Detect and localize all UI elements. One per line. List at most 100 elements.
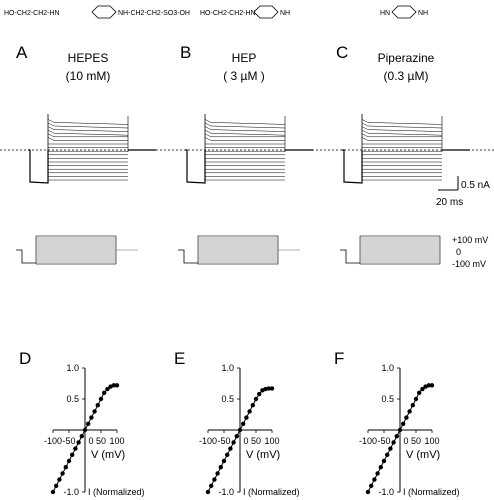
- iv-plot-d: -100 -50 0 50 100 1.0 0.5 -1.0 V (mV) I (Normaliz…: [19, 349, 145, 497]
- data-point: [385, 452, 390, 457]
- iv-plot-e: -100 -50 0 50 100 1.0 0.5 -1.0 V (mV) I (Normaliz…: [174, 349, 300, 497]
- current-trace: [47, 133, 128, 138]
- data-point: [404, 415, 409, 420]
- data-point: [225, 452, 230, 457]
- data-point: [244, 415, 249, 420]
- y-tick-label: 0.5: [381, 394, 394, 404]
- current-trace: [361, 137, 442, 141]
- x-tick-label: -50: [62, 436, 75, 446]
- voltage-protocol-c: [340, 235, 441, 265]
- y-tick-label: 1.0: [66, 363, 79, 373]
- prepulse-step: [16, 249, 36, 264]
- current-trace: [47, 129, 129, 136]
- current-trace: [361, 133, 442, 138]
- data-point: [429, 383, 435, 388]
- data-point: [369, 483, 374, 488]
- current-trace: [204, 119, 286, 125]
- current-trace: [204, 137, 285, 141]
- prepulse-trace: [185, 149, 206, 184]
- structure-hepes: HO-CH2-CH2-HN NH-CH2-CH2-SO3-OH: [4, 5, 190, 19]
- x-tick-label: 50: [411, 436, 421, 446]
- panel-letter-b: B: [180, 43, 191, 62]
- data-point: [381, 458, 387, 464]
- data-point: [269, 386, 275, 391]
- panel-letter: E: [174, 349, 185, 368]
- data-point: [394, 434, 399, 439]
- current-trace: [47, 119, 129, 125]
- data-point: [57, 477, 62, 482]
- voltage-label-mid: 0: [456, 247, 461, 257]
- panel-letter: F: [334, 349, 344, 368]
- data-point: [397, 427, 403, 433]
- current-trace: [361, 119, 443, 125]
- panel-a-conc: (10 mM): [66, 69, 111, 83]
- structure-pip-left: HN: [380, 10, 390, 17]
- ring-icon: [91, 5, 117, 19]
- data-point: [114, 383, 120, 388]
- data-point: [86, 421, 91, 426]
- data-point: [111, 383, 117, 388]
- current-trace: [47, 126, 129, 132]
- prepulse-trace: [28, 149, 49, 184]
- ring-icon: [391, 5, 417, 19]
- y-tick-label: 1.0: [221, 363, 234, 373]
- prepulse-step: [340, 249, 360, 264]
- data-point: [413, 396, 419, 402]
- panel-b-conc: ( 3 µM ): [223, 69, 265, 83]
- x-axis-label: V (mV): [246, 449, 280, 461]
- x-tick-label: -50: [217, 436, 230, 446]
- current-trace: [204, 122, 286, 129]
- voltage-protocol-b: [178, 235, 300, 265]
- data-point: [426, 383, 431, 388]
- data-point: [73, 446, 78, 451]
- y-tick-label: 1.0: [381, 363, 394, 373]
- data-point: [391, 440, 396, 445]
- x-tick-label: 100: [424, 436, 439, 446]
- data-point: [50, 489, 56, 495]
- data-point: [241, 421, 246, 426]
- data-point: [410, 403, 415, 408]
- scale-bar: 0.5 nA 20 ms: [436, 176, 490, 208]
- current-traces-a: [28, 114, 156, 184]
- data-point: [266, 386, 271, 391]
- data-point: [63, 465, 68, 470]
- data-point: [215, 471, 220, 476]
- data-point: [92, 409, 97, 414]
- structure-hep-right: NH: [280, 10, 290, 17]
- data-point: [209, 483, 214, 488]
- y-axis-label: I (Normalized): [403, 487, 460, 497]
- y-tick-label: -1.0: [63, 487, 79, 497]
- structure-hep-left: HO-CH2-CH2-HN: [200, 10, 256, 17]
- data-point: [253, 396, 259, 402]
- data-point: [76, 440, 81, 445]
- data-point: [231, 440, 236, 445]
- ring-icon: [253, 5, 279, 19]
- data-point: [247, 409, 252, 414]
- data-point: [388, 446, 393, 451]
- structure-piperazine: HN NH: [380, 5, 428, 19]
- data-point: [237, 427, 243, 433]
- x-tick-label: -50: [377, 436, 390, 446]
- x-axis-label: V (mV): [406, 449, 440, 461]
- current-trace: [361, 122, 443, 129]
- data-point: [89, 415, 94, 420]
- data-point: [372, 477, 377, 482]
- x-tick-label: 50: [96, 436, 106, 446]
- prepulse-trace: [342, 149, 363, 184]
- y-axis-label: I (Normalized): [243, 487, 300, 497]
- current-trace: [47, 122, 129, 129]
- data-point: [79, 434, 85, 439]
- x-tick-label: 100: [264, 436, 279, 446]
- y-tick-label: 0.5: [221, 394, 234, 404]
- data-point: [70, 452, 75, 457]
- panel-letter-c: C: [336, 43, 348, 62]
- data-point: [401, 421, 406, 426]
- data-point: [250, 403, 255, 408]
- x-tick-label: -100: [359, 436, 377, 446]
- panel-c-title: Piperazine: [378, 51, 435, 65]
- iv-plot-f: -100 -50 0 50 100 1.0 0.5 -1.0 V (mV) I (Normaliz…: [334, 349, 460, 497]
- structure-hepes-right: NH-CH2-CH2-SO3-OH: [118, 10, 190, 17]
- data-point: [257, 391, 262, 397]
- current-trace: [204, 126, 286, 132]
